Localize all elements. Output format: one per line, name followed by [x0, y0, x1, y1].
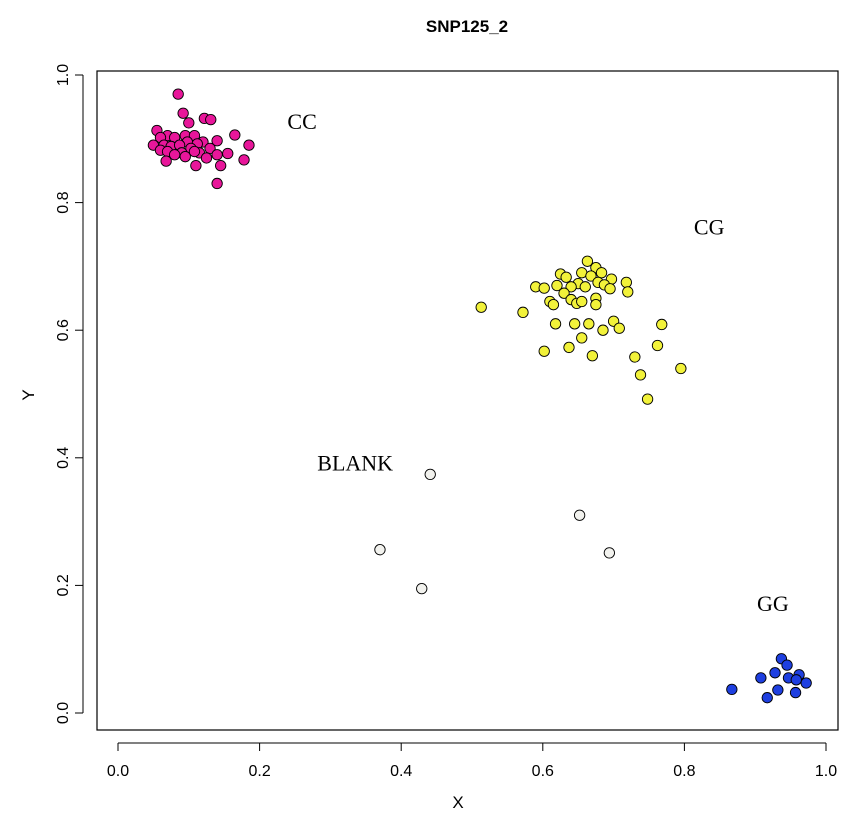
cluster-labels: CC CG BLANK GG	[287, 109, 788, 616]
data-point	[549, 318, 562, 330]
x-tick-label: 0.6	[532, 763, 554, 780]
plot-frame	[96, 70, 839, 731]
data-point	[585, 270, 597, 282]
y-tick-label: 0.2	[55, 574, 72, 596]
data-point	[538, 345, 550, 357]
data-point	[211, 135, 223, 147]
y-axis-label: Y	[19, 389, 38, 400]
data-point	[538, 282, 550, 294]
data-point	[641, 393, 654, 405]
points-layer	[147, 88, 812, 704]
data-point	[551, 279, 563, 292]
y-tick-label: 0.8	[55, 191, 72, 213]
data-point	[200, 152, 213, 164]
data-point	[573, 509, 586, 521]
x-axis-label: X	[452, 793, 463, 812]
data-point	[179, 151, 191, 163]
data-point	[613, 322, 625, 334]
data-point	[755, 672, 767, 684]
data-point	[656, 318, 668, 331]
series-cc	[147, 88, 255, 190]
data-point	[222, 147, 234, 160]
data-point	[651, 339, 664, 352]
data-point	[579, 281, 591, 293]
data-point	[772, 684, 784, 696]
cluster-label-blank: BLANK	[317, 451, 393, 476]
data-point	[168, 149, 181, 161]
data-point	[558, 287, 570, 299]
data-point	[629, 351, 641, 363]
data-point	[590, 299, 602, 311]
y-tick-label: 0.6	[55, 319, 72, 341]
data-point	[475, 301, 487, 313]
data-point	[726, 683, 738, 696]
data-point	[622, 286, 634, 298]
data-point	[581, 255, 594, 267]
data-point	[583, 318, 595, 330]
data-point	[160, 155, 172, 167]
chart-title: SNP125_2	[426, 17, 508, 36]
data-point	[761, 692, 773, 704]
x-tick-label: 0.2	[248, 763, 270, 780]
data-point	[603, 547, 616, 559]
data-point	[800, 677, 812, 689]
cluster-label-cg: CG	[694, 215, 725, 240]
data-point	[634, 369, 647, 381]
data-point	[424, 468, 436, 481]
data-point	[238, 154, 250, 166]
x-tick-label: 0.4	[390, 763, 412, 780]
y-tick-label: 0.0	[55, 702, 72, 724]
data-point	[211, 177, 223, 190]
data-point	[789, 686, 802, 699]
data-point	[547, 299, 560, 311]
data-point	[188, 145, 201, 158]
data-point	[563, 341, 575, 354]
y-tick-label: 0.4	[55, 447, 72, 469]
data-point	[243, 139, 255, 151]
data-point	[215, 159, 227, 172]
data-point	[595, 267, 608, 279]
data-point	[604, 283, 616, 295]
cluster-label-gg: GG	[757, 591, 789, 616]
data-point	[586, 350, 599, 362]
data-point	[675, 362, 687, 375]
cluster-label-cc: CC	[287, 109, 316, 134]
data-point	[183, 117, 195, 129]
data-point	[597, 324, 609, 336]
data-point	[374, 544, 386, 556]
data-point	[172, 88, 184, 100]
data-point	[229, 129, 241, 141]
data-point	[177, 107, 189, 119]
data-point	[211, 149, 223, 161]
series-cg	[475, 255, 687, 405]
data-point	[620, 276, 632, 288]
data-point	[517, 306, 529, 318]
data-point	[416, 582, 428, 595]
data-point	[576, 295, 588, 308]
data-point	[569, 318, 581, 330]
series-gg	[726, 653, 812, 704]
data-point	[790, 674, 802, 686]
data-point	[565, 281, 577, 293]
series-blank	[374, 468, 616, 595]
data-point	[781, 659, 793, 671]
y-axis: 0.0 0.2 0.4 0.6 0.8 1.0	[55, 64, 84, 724]
x-tick-label: 0.0	[107, 763, 129, 780]
data-point	[190, 159, 202, 172]
x-tick-label: 1.0	[815, 763, 837, 780]
data-point	[205, 114, 217, 126]
x-tick-label: 0.8	[673, 763, 695, 780]
data-point	[769, 667, 781, 679]
y-tick-label: 1.0	[55, 64, 72, 86]
data-point	[560, 271, 572, 283]
data-point	[576, 332, 588, 344]
x-axis: 0.0 0.2 0.4 0.6 0.8 1.0	[107, 742, 837, 780]
